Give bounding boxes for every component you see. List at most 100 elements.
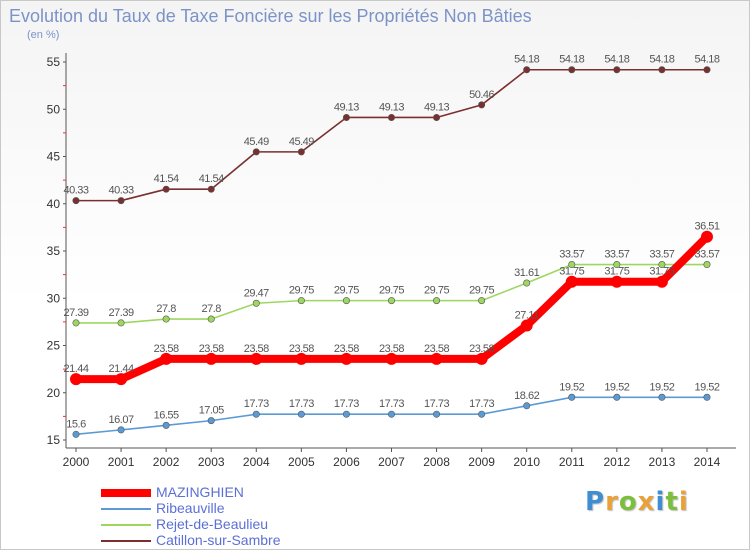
data-labels-layer: 40.33 40.33 41.54 41.54 45.49 45.49 49.13 49.13… [63, 54, 720, 431]
data-label: 33.57 [649, 249, 674, 261]
logo-letter: r [605, 487, 619, 517]
legend-item: Rejet-de-Beaulieu [101, 516, 361, 533]
data-point [565, 275, 578, 288]
data-point [613, 393, 621, 401]
data-point [387, 113, 395, 121]
data-point [658, 66, 666, 74]
data-label: 54.18 [559, 54, 584, 66]
data-label: 23.58 [289, 343, 314, 355]
x-tick-label: 2006 [333, 455, 360, 469]
legend: MAZINGHIEN Ribeauville Rejet-de-Beaulieu Ca… [101, 484, 361, 549]
data-label: 29.75 [424, 285, 449, 297]
data-label: 31.75 [604, 266, 629, 278]
data-label: 17.73 [379, 398, 404, 410]
logo-letter: P [585, 487, 606, 517]
data-point [433, 410, 441, 418]
data-point [297, 148, 305, 156]
legend-swatch [101, 508, 151, 510]
legend-item: MAZINGHIEN [101, 484, 361, 501]
x-tick-label: 2002 [153, 455, 180, 469]
data-label: 19.52 [649, 381, 674, 393]
data-label: 31.61 [514, 267, 539, 279]
data-point [478, 101, 486, 109]
data-point [655, 275, 668, 288]
data-point [478, 297, 486, 305]
data-point [433, 113, 441, 121]
data-label: 23.58 [244, 343, 269, 355]
data-label: 29.75 [289, 285, 314, 297]
y-tick-label: 15 [47, 433, 61, 447]
data-point [523, 402, 531, 410]
data-label: 23.58 [469, 343, 494, 355]
data-point [475, 352, 488, 365]
x-tick-label: 2007 [378, 455, 405, 469]
legend-item: Catillon-sur-Sambre [101, 532, 361, 549]
data-point [658, 261, 666, 269]
data-point [387, 297, 395, 305]
data-point [72, 430, 80, 438]
legend-swatch [101, 540, 151, 542]
x-tick-label: 2003 [198, 455, 225, 469]
data-label: 45.49 [289, 136, 314, 148]
series-layer [70, 66, 713, 438]
data-point [703, 393, 711, 401]
x-tick-label: 2012 [603, 455, 630, 469]
series-mazinghien [70, 230, 713, 386]
data-point [72, 319, 80, 327]
data-label: 49.13 [424, 101, 449, 113]
data-label: 17.73 [244, 398, 269, 410]
data-label: 17.73 [289, 398, 314, 410]
data-label: 54.18 [649, 54, 674, 66]
data-point [117, 426, 125, 434]
data-label: 31.75 [559, 266, 584, 278]
data-label: 29.75 [469, 285, 494, 297]
data-label: 36.51 [694, 221, 719, 233]
y-tick-label: 25 [47, 339, 61, 353]
data-point [117, 197, 125, 205]
data-label: 23.58 [334, 343, 359, 355]
y-tick-label: 30 [47, 291, 61, 305]
data-label: 19.52 [694, 381, 719, 393]
legend-swatch [101, 524, 151, 526]
data-point [115, 373, 128, 386]
data-label: 33.57 [694, 249, 719, 261]
data-point [207, 185, 215, 193]
x-tick-label: 2000 [63, 455, 90, 469]
data-label: 18.62 [514, 390, 539, 402]
data-label: 54.18 [604, 54, 629, 66]
logo-letter: i [678, 487, 689, 517]
legend-label: Catillon-sur-Sambre [156, 532, 281, 548]
data-point [252, 410, 260, 418]
data-label: 27.39 [63, 307, 88, 319]
data-label: 31.75 [649, 266, 674, 278]
logo-letter: t [665, 487, 679, 517]
data-point [478, 410, 486, 418]
data-label: 23.58 [379, 343, 404, 355]
y-tick-label: 50 [47, 102, 61, 116]
data-label: 54.18 [514, 54, 539, 66]
legend-label: MAZINGHIEN [156, 484, 244, 500]
data-point [117, 319, 125, 327]
data-point [387, 410, 395, 418]
data-label: 41.54 [154, 173, 179, 185]
data-point [205, 352, 218, 365]
data-point [250, 352, 263, 365]
data-label: 29.75 [334, 285, 359, 297]
data-label: 16.07 [109, 414, 134, 426]
data-label: 16.55 [154, 409, 179, 421]
data-point [523, 279, 531, 287]
y-tick-label: 35 [47, 244, 61, 258]
data-label: 33.57 [559, 249, 584, 261]
y-tick-label: 45 [47, 150, 61, 164]
data-point [523, 66, 531, 74]
data-point [340, 352, 353, 365]
data-point [207, 315, 215, 323]
data-point [430, 352, 443, 365]
data-point [703, 66, 711, 74]
data-point [342, 297, 350, 305]
data-label: 23.58 [154, 343, 179, 355]
x-tick-label: 2013 [649, 455, 676, 469]
data-label: 17.73 [334, 398, 359, 410]
data-label: 17.05 [199, 405, 224, 417]
